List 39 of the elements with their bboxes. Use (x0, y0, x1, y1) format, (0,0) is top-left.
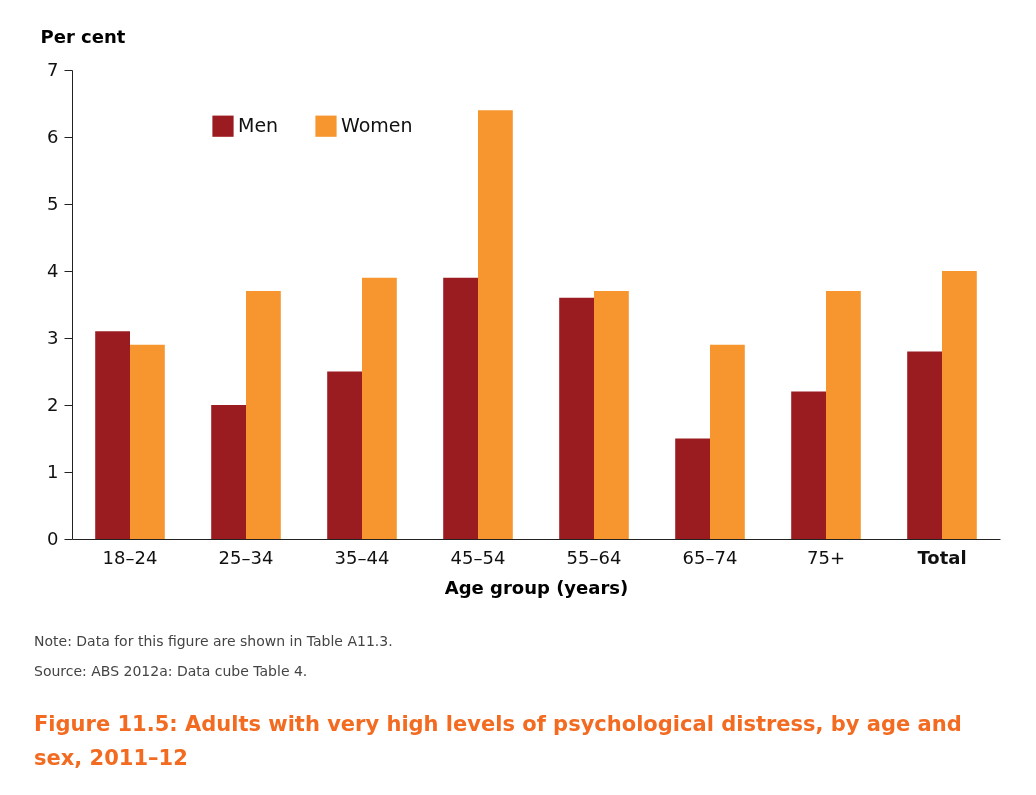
y-tick-label: 3 (47, 326, 59, 348)
y-tick-label: 5 (47, 192, 59, 214)
bar (710, 344, 745, 539)
x-tick-label: 75+ (807, 546, 845, 568)
x-tick-label: 45–54 (450, 546, 506, 568)
text: Figure 11.5: Adults with very high levels of psychological distress, by age and sex, 2011–12 (34, 711, 963, 772)
bar (791, 391, 826, 539)
y-tick-label: 2 (47, 393, 59, 415)
x-tick-label: 35–44 (334, 546, 390, 568)
bar (130, 344, 165, 539)
y-tick-label: 4 (47, 259, 59, 281)
source-note: Source: ABS 2012a: Data cube Table 4. (34, 663, 309, 679)
bar (211, 405, 246, 539)
bar (907, 351, 942, 539)
y-axis-title: Per cent (40, 25, 126, 47)
text: Note: Data for this figure are shown in Table A11.3. (34, 633, 394, 649)
bar (478, 110, 513, 539)
x-tick-label: 25–34 (218, 546, 274, 568)
legend-label: Women (341, 114, 413, 137)
bar (95, 331, 130, 539)
bar (826, 291, 861, 539)
bar (327, 371, 362, 539)
x-tick-label: Total (917, 546, 967, 568)
bar (675, 438, 710, 539)
y-tick-label: 1 (47, 460, 59, 482)
y-tick-label: 0 (47, 527, 59, 549)
bar (559, 297, 594, 539)
bar (594, 291, 629, 539)
y-tick-label: 7 (47, 58, 59, 80)
bar (942, 271, 977, 539)
x-tick-label: 18–24 (102, 546, 158, 568)
bar (246, 291, 281, 539)
x-tick-label: 65–74 (682, 546, 738, 568)
y-tick-label: 6 (47, 125, 59, 147)
bar (362, 277, 397, 539)
legend-label: Men (238, 114, 279, 137)
x-tick-label: 55–64 (566, 546, 622, 568)
x-axis-title: Age group (years) (444, 576, 629, 598)
bar (443, 277, 478, 539)
